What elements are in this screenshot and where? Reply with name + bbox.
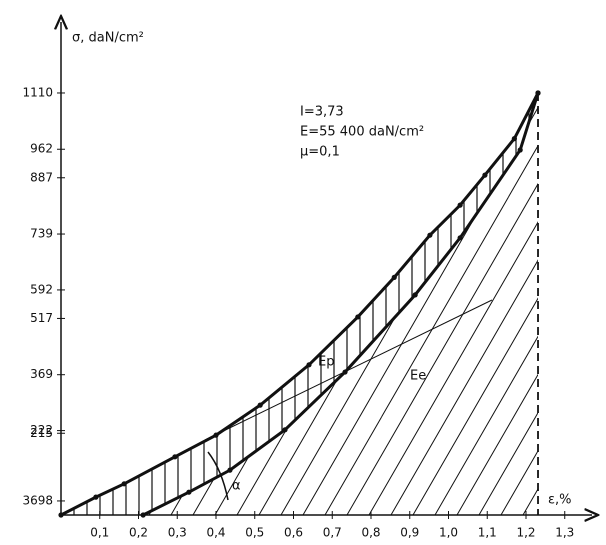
x-tick-label: 1,0	[439, 526, 458, 540]
point	[282, 427, 288, 433]
annotation: α	[232, 479, 241, 494]
x-tick-label: 0,1	[90, 526, 109, 540]
hatch	[567, 0, 606, 515]
hatch	[589, 0, 606, 515]
x-tick-label: 0,9	[400, 526, 419, 540]
annotation: Ep	[318, 355, 334, 370]
hatch-between	[61, 93, 530, 515]
point	[511, 136, 517, 142]
hatch	[434, 93, 539, 515]
hatch	[192, 93, 494, 515]
annotation: I=3,73	[300, 105, 344, 120]
point	[457, 235, 463, 241]
hatch	[500, 93, 539, 515]
y-tick-label: 369	[30, 367, 53, 381]
y-tick-label: 962	[30, 142, 53, 156]
y-tick-label: 739	[30, 227, 53, 241]
hatch	[148, 93, 450, 515]
point	[482, 172, 488, 178]
hatch	[143, 93, 384, 515]
hatch-below	[143, 0, 606, 515]
x-tick-label: 0,3	[168, 526, 187, 540]
hatch	[258, 93, 539, 515]
point	[93, 494, 99, 500]
annotation: E=55 400 daN/cm²	[300, 125, 424, 140]
point	[121, 481, 127, 487]
y-tick-label: 1110	[22, 85, 53, 99]
x-tick-label: 0,7	[323, 526, 342, 540]
y-tick-label: 887	[30, 170, 53, 184]
x-tick-label: 1,2	[516, 526, 535, 540]
hatch	[324, 93, 539, 515]
curve	[60, 92, 540, 517]
hatch	[280, 93, 539, 515]
x-tick-label: 0,6	[284, 526, 303, 540]
point	[186, 489, 192, 495]
point	[355, 314, 361, 320]
x-tick-label: 0,4	[206, 526, 225, 540]
point	[257, 402, 263, 408]
point	[306, 362, 312, 368]
point	[517, 147, 523, 153]
point	[342, 369, 348, 375]
hatch	[368, 93, 539, 515]
x-axis-label: ε,%	[548, 493, 572, 508]
point	[412, 292, 418, 298]
hatch	[302, 93, 539, 515]
hatch	[478, 93, 539, 515]
annotation: Ee	[410, 369, 426, 384]
point	[535, 90, 541, 96]
annotation: μ=0,1	[300, 145, 340, 160]
y-tick-label: 517	[30, 311, 53, 325]
y-tick-label: 3698	[22, 493, 53, 507]
hatch	[346, 93, 539, 515]
hatch	[412, 93, 539, 515]
hatch	[545, 0, 606, 515]
point	[227, 467, 233, 473]
hatch	[456, 93, 539, 515]
hatch	[143, 93, 428, 515]
hatch	[522, 93, 539, 515]
y-tick-label: 222	[30, 423, 53, 437]
hatch	[390, 93, 539, 515]
point	[172, 454, 178, 460]
point	[58, 512, 64, 518]
point	[457, 202, 463, 208]
point	[391, 274, 397, 280]
hatch	[143, 93, 406, 515]
hatch	[236, 93, 538, 515]
hatch	[214, 93, 516, 515]
y-axis-label: σ, daN/cm²	[72, 31, 144, 46]
x-tick-label: 1,1	[478, 526, 497, 540]
curve	[142, 92, 540, 517]
point	[140, 512, 146, 518]
x-tick-label: 0,8	[361, 526, 380, 540]
y-tick-label: 592	[30, 282, 53, 296]
x-tick-label: 0,2	[129, 526, 148, 540]
point	[213, 432, 219, 438]
y-tick-label: 215	[30, 426, 53, 440]
x-tick-label: 1,3	[555, 526, 574, 540]
point	[427, 232, 433, 238]
x-tick-label: 0,5	[245, 526, 264, 540]
